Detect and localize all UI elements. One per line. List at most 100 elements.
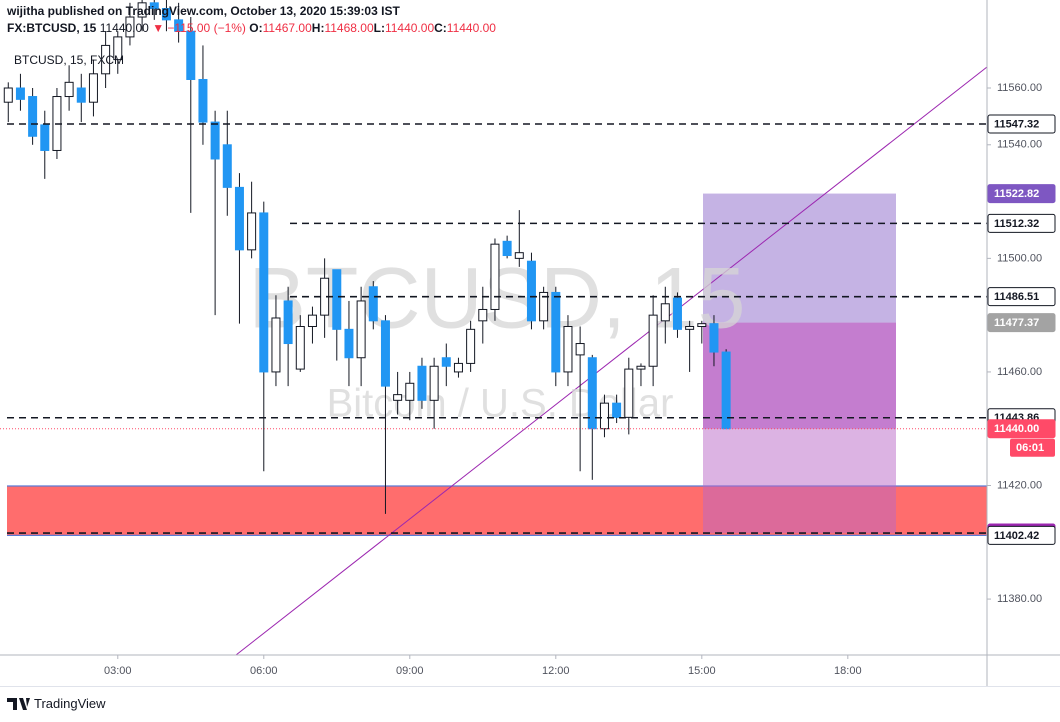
ohlc-label: H: bbox=[311, 21, 325, 35]
candle-body bbox=[441, 357, 451, 367]
candle-body bbox=[295, 326, 305, 370]
x-tick-label: 06:00 bbox=[250, 665, 278, 677]
x-tick-label: 09:00 bbox=[396, 665, 424, 677]
candles bbox=[3, 0, 731, 514]
ohlc-value: 11468.00 bbox=[324, 21, 374, 35]
chart-legend: BTCUSD, 15, FXCM bbox=[14, 53, 124, 67]
logo-shape bbox=[7, 698, 30, 710]
candle-body bbox=[685, 326, 695, 330]
ohlc-label: C: bbox=[434, 21, 447, 35]
last-price: 11440.00 bbox=[99, 21, 149, 35]
x-tick-label: 12:00 bbox=[542, 665, 570, 677]
candle-body bbox=[380, 320, 390, 387]
candle-body bbox=[125, 16, 135, 38]
candle-body bbox=[283, 300, 293, 345]
brand: TradingView bbox=[34, 696, 106, 711]
candle-body bbox=[113, 36, 123, 61]
candle-body bbox=[490, 243, 500, 310]
price-label: 11440.00 bbox=[994, 423, 1039, 435]
price-label: 11402.42 bbox=[994, 530, 1039, 542]
change: ▼ −115.00 (−1%) bbox=[152, 21, 246, 35]
candle-body bbox=[697, 323, 707, 328]
candle-body bbox=[247, 212, 257, 251]
candle-body bbox=[198, 78, 208, 123]
candle-body bbox=[612, 402, 622, 418]
price-label-box bbox=[987, 213, 1056, 233]
candle-body bbox=[88, 73, 98, 103]
y-tick-label: 11540.00 bbox=[997, 139, 1042, 151]
price-label-box bbox=[987, 114, 1056, 134]
candle-body bbox=[15, 87, 25, 100]
ohlc-value: 11467.00 bbox=[262, 21, 312, 35]
price-label-box bbox=[987, 313, 1056, 333]
quote-line: FX:BTCUSD, 15 11440.00 ▼ −115.00 (−1%) O… bbox=[7, 21, 496, 35]
ohlc-value: 11440.00 bbox=[384, 21, 435, 35]
countdown-box bbox=[1010, 438, 1055, 457]
candle-body bbox=[259, 212, 269, 373]
candle-body bbox=[174, 19, 184, 32]
candle-body bbox=[101, 44, 111, 75]
candle-body bbox=[161, 8, 171, 21]
candle-body bbox=[344, 328, 354, 359]
candle-body bbox=[514, 252, 524, 259]
candle-body bbox=[64, 81, 74, 98]
candle-body bbox=[417, 365, 427, 401]
candle-body bbox=[453, 362, 463, 373]
candle-body bbox=[405, 382, 415, 401]
candle-body bbox=[210, 121, 220, 160]
candle-body bbox=[307, 314, 317, 328]
candle-body bbox=[429, 365, 439, 401]
candle-body bbox=[356, 300, 366, 359]
candle-body bbox=[672, 297, 682, 330]
open-loss bbox=[703, 322, 896, 429]
candle-body bbox=[3, 87, 13, 103]
y-tick-label: 11420.00 bbox=[997, 479, 1042, 491]
ohlc-value: 11440.00 bbox=[446, 21, 496, 35]
candle-body bbox=[137, 2, 147, 18]
candle-body bbox=[76, 87, 86, 103]
y-tick-label: 11560.00 bbox=[997, 82, 1042, 94]
candle-body bbox=[526, 260, 536, 322]
price-label: 11486.51 bbox=[994, 291, 1039, 303]
publish-line: wijitha published on TradingView.com, Oc… bbox=[7, 4, 400, 18]
candle-body bbox=[368, 286, 378, 322]
y-tick-label: 11460.00 bbox=[997, 366, 1042, 378]
candle-body bbox=[563, 326, 573, 373]
price-label-box bbox=[987, 525, 1056, 545]
footer: TradingView bbox=[0, 686, 1060, 722]
price-label-box bbox=[987, 419, 1056, 439]
logo bbox=[7, 698, 30, 710]
price-label-box bbox=[987, 184, 1056, 204]
ohlc-label: O: bbox=[249, 21, 263, 35]
x-tick-label: 18:00 bbox=[834, 665, 862, 677]
candle-body bbox=[149, 2, 159, 10]
candle-body bbox=[332, 269, 342, 330]
candle-body bbox=[222, 144, 232, 188]
candle-body bbox=[599, 402, 609, 430]
y-tick-label: 11380.00 bbox=[997, 593, 1042, 605]
candle-body bbox=[551, 291, 561, 373]
trend-line bbox=[235, 66, 987, 655]
x-tick-label: 15:00 bbox=[688, 665, 716, 677]
y-tick-label: 11500.00 bbox=[997, 252, 1042, 264]
candle-body bbox=[502, 240, 512, 257]
axes: 11560.00 11540.00 11500.00 11460.00 11420.00… bbox=[104, 82, 1056, 677]
price-label: 11477.37 bbox=[994, 317, 1039, 329]
price-label: 11512.32 bbox=[994, 218, 1039, 230]
candle-body bbox=[660, 303, 670, 322]
x-tick-label: 03:00 bbox=[104, 665, 132, 677]
candle-body bbox=[28, 96, 38, 137]
candle-body bbox=[40, 124, 50, 151]
candle-body bbox=[539, 291, 549, 322]
candle-body bbox=[624, 368, 634, 418]
candle-body bbox=[271, 317, 281, 373]
drawings bbox=[7, 66, 987, 655]
price-label: 11522.82 bbox=[994, 188, 1039, 200]
candle-body bbox=[575, 343, 585, 356]
candle-body bbox=[186, 30, 196, 80]
target-zone bbox=[703, 193, 896, 323]
candle-body bbox=[648, 314, 658, 367]
candle-body bbox=[466, 328, 476, 364]
